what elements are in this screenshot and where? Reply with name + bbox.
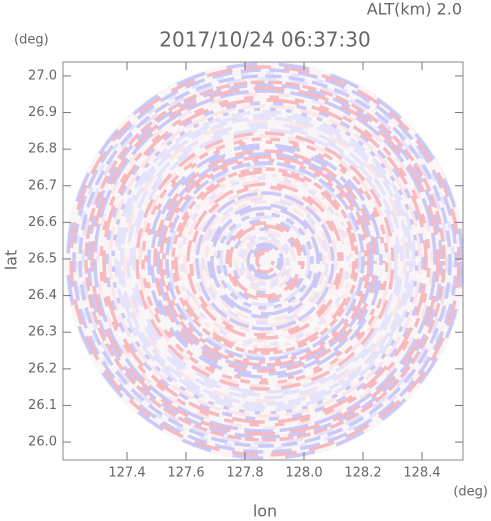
x-label: lon: [253, 502, 277, 521]
y-tick-label: 26.6: [28, 215, 57, 230]
texture-ring: [195, 191, 335, 331]
x-tick-label: 128.2: [344, 466, 381, 481]
texture-ring: [207, 203, 323, 319]
texture-ring: [132, 128, 398, 394]
y-tick-label: 26.8: [28, 142, 57, 157]
texture-ring: [66, 62, 463, 460]
texture-ring: [72, 68, 458, 454]
texture-ring: [204, 200, 326, 322]
texture-ring: [153, 149, 377, 373]
texture-ring: [228, 224, 302, 298]
texture-ring: [75, 71, 455, 451]
x-tick-label: 128.4: [403, 466, 440, 481]
texture-ring: [102, 98, 428, 424]
y-tick-label: 26.3: [28, 325, 57, 340]
texture-ring: [159, 155, 371, 367]
texture-ring: [87, 83, 443, 439]
texture-ring: [201, 197, 329, 325]
texture-ring: [105, 101, 425, 421]
texture-ring: [216, 212, 314, 310]
texture-ring: [156, 152, 374, 370]
y-tick-label: 26.2: [28, 361, 57, 376]
texture-ring: [234, 230, 296, 292]
texture-ring: [192, 188, 338, 334]
texture-ring: [138, 134, 392, 388]
texture-ring: [81, 77, 449, 445]
texture-ring: [243, 239, 287, 283]
x-tick-label: 127.6: [167, 466, 204, 481]
texture-ring: [210, 206, 320, 316]
texture-ring: [249, 245, 281, 277]
texture-ring: [231, 227, 299, 295]
texture-ring: [144, 140, 386, 382]
texture-ring: [147, 143, 383, 379]
texture-ring: [198, 194, 332, 328]
texture-ring: [90, 86, 440, 436]
x-tick-label: 127.4: [108, 466, 145, 481]
texture-ring: [129, 125, 401, 397]
y-tick-label: 26.5: [28, 251, 57, 266]
x-tick-label: 128.0: [285, 466, 322, 481]
x-tick-label: 127.8: [226, 466, 263, 481]
texture-ring: [189, 185, 341, 337]
texture-ring: [162, 158, 368, 364]
texture-ring: [108, 104, 422, 418]
texture-ring: [213, 209, 317, 313]
chart-title: 2017/10/24 06:37:30: [159, 28, 370, 52]
texture-ring: [177, 173, 353, 349]
texture-ring: [219, 215, 311, 307]
texture-ring: [78, 74, 452, 448]
texture-ring: [84, 80, 446, 442]
y-tick-label: 26.7: [28, 178, 57, 193]
texture-ring: [120, 116, 410, 406]
texture-ring: [180, 176, 350, 346]
texture-ring: [252, 248, 278, 274]
texture-ring: [225, 221, 305, 301]
y-tick-label: 26.4: [28, 288, 57, 303]
texture-ring: [240, 236, 290, 286]
texture-ring: [165, 161, 365, 361]
texture-ring: [174, 170, 356, 352]
texture-ring: [255, 251, 275, 271]
y-unit: (deg): [14, 33, 49, 48]
texture-ring: [126, 122, 404, 400]
texture-ring: [168, 164, 362, 358]
texture-ring: [93, 89, 437, 433]
plot-frame: [62, 61, 464, 461]
texture-ring: [135, 131, 395, 391]
texture-ring: [246, 242, 284, 280]
y-tick-label: 26.0: [28, 435, 57, 450]
texture-ring: [183, 179, 347, 343]
y-tick-label: 27.0: [28, 68, 57, 83]
y-tick-label: 26.9: [28, 105, 57, 120]
y-tick-label: 26.1: [28, 398, 57, 413]
texture-ring: [96, 92, 434, 430]
texture-ring: [117, 113, 413, 409]
radar-disk: [65, 62, 463, 460]
y-label: lat: [2, 250, 21, 271]
texture-ring: [186, 182, 344, 340]
texture-ring: [141, 137, 389, 385]
texture-ring: [123, 119, 407, 403]
texture-ring: [114, 110, 416, 412]
altitude: ALT(km) 2.0: [367, 0, 462, 19]
texture-ring: [171, 167, 359, 355]
x-unit: (deg): [453, 485, 488, 500]
texture-ring: [69, 65, 461, 457]
